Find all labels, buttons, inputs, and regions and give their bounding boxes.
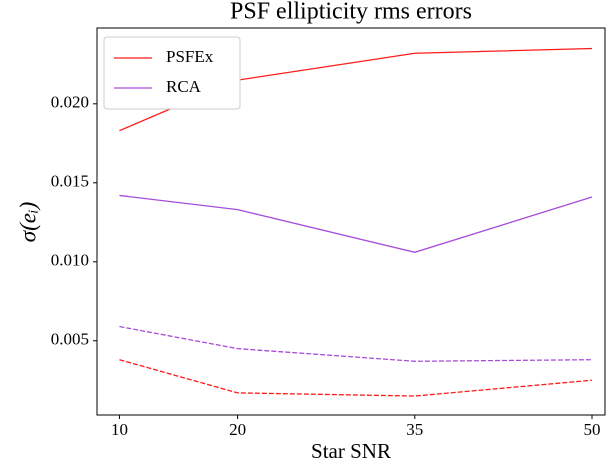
line-series [119,325,593,362]
line-series [119,194,593,253]
legend-label: PSFEx [166,47,214,66]
y-tick-label: 0.005 [51,330,89,349]
x-tick-label: 10 [111,420,128,439]
plot-frame [96,27,606,416]
y-axis-label: σ(eᵢ) [15,202,40,243]
x-tick-label: 20 [229,420,246,439]
x-tick-label: 50 [584,420,601,439]
y-tick-label: 0.020 [51,93,89,112]
chart-title: PSF ellipticity rms errors [230,0,472,25]
y-tick-label: 0.010 [51,251,89,270]
legend-label: RCA [166,77,202,96]
x-tick-label: 35 [406,420,423,439]
x-axis-label: Star SNR [311,439,391,463]
line-series [119,359,593,397]
legend-box [103,36,241,110]
y-tick-label: 0.015 [51,172,89,191]
